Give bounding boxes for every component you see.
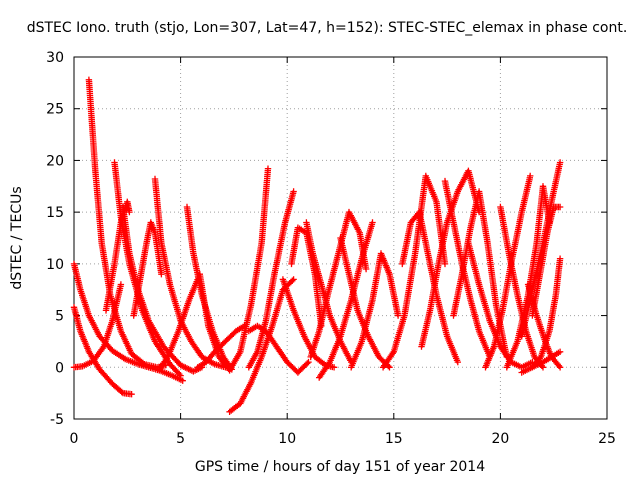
data-point-markers	[226, 276, 297, 415]
series-track	[482, 172, 534, 371]
x-tick-label: 20	[491, 431, 509, 447]
y-axis-label: dSTEC / TECUs	[9, 186, 25, 289]
data-point-markers	[70, 281, 125, 371]
data-point-markers	[245, 322, 312, 376]
series-track	[348, 250, 402, 371]
x-tick-label: 0	[70, 431, 79, 447]
data-point-markers	[205, 165, 272, 374]
series-track	[70, 304, 135, 398]
data-point-markers	[279, 276, 338, 371]
data-point-markers	[518, 348, 564, 376]
data-point-markers	[70, 304, 135, 398]
data-point-markers	[183, 203, 235, 373]
data-point-markers	[130, 219, 165, 319]
series-track	[518, 348, 564, 376]
series-track	[279, 276, 338, 371]
grid-lines	[74, 57, 607, 419]
data-point-markers	[482, 172, 534, 371]
series-track	[399, 208, 461, 366]
series-track	[70, 281, 125, 371]
data-point-markers	[441, 177, 493, 361]
series-track	[245, 322, 312, 376]
x-axis-label: GPS time / hours of day 151 of year 2014	[195, 459, 485, 475]
x-tick-label: 5	[176, 431, 185, 447]
y-tick-label: 0	[55, 360, 64, 376]
y-tick-label: 10	[46, 257, 64, 273]
x-tick-label: 15	[385, 431, 403, 447]
plot-frame	[73, 56, 608, 420]
series-track	[130, 219, 165, 319]
data-points	[70, 76, 564, 415]
series-track	[441, 177, 493, 361]
data-point-markers	[418, 167, 483, 350]
data-point-markers	[450, 188, 510, 361]
chart-title: dSTEC Iono. truth (stjo, Lon=307, Lat=47…	[27, 20, 628, 36]
x-tick-label: 10	[278, 431, 296, 447]
data-point-markers	[399, 208, 461, 366]
series-track	[226, 276, 297, 415]
series-track	[183, 203, 235, 373]
series-track	[205, 165, 272, 374]
data-point-markers	[348, 250, 402, 371]
y-tick-label: -5	[50, 412, 64, 428]
y-tick-label: 15	[46, 205, 64, 221]
x-tick-label: 25	[598, 431, 616, 447]
series-track	[418, 167, 483, 350]
series-track	[70, 260, 186, 384]
y-tick-label: 20	[46, 153, 64, 169]
data-point-markers	[70, 260, 186, 384]
y-tick-label: 30	[46, 50, 64, 66]
y-tick-label: 25	[46, 102, 64, 118]
y-tick-label: 5	[55, 309, 64, 325]
series-track	[450, 188, 510, 361]
